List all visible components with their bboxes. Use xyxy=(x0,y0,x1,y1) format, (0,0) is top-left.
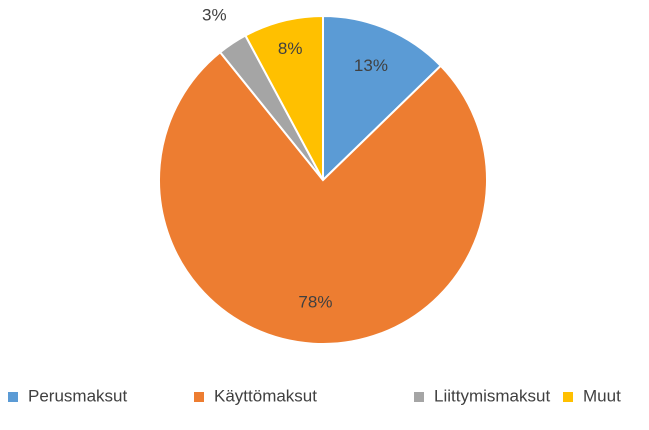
data-label: 13% xyxy=(354,56,388,75)
pie-slice xyxy=(158,50,488,345)
legend-swatch xyxy=(194,392,204,402)
legend-swatch xyxy=(8,392,18,402)
legend-label: Perusmaksut xyxy=(28,386,127,405)
legend-swatch xyxy=(563,392,573,402)
pie-slice xyxy=(244,14,324,181)
legend-label: Muut xyxy=(583,386,621,405)
pie-slice xyxy=(322,14,443,183)
data-label: 8% xyxy=(278,39,303,58)
legend-swatch xyxy=(414,392,424,402)
legend-label: Käyttömaksut xyxy=(214,386,317,405)
data-label: 78% xyxy=(298,292,332,311)
legend-label: Liittymismaksut xyxy=(434,386,550,405)
data-label: 3% xyxy=(202,5,227,24)
